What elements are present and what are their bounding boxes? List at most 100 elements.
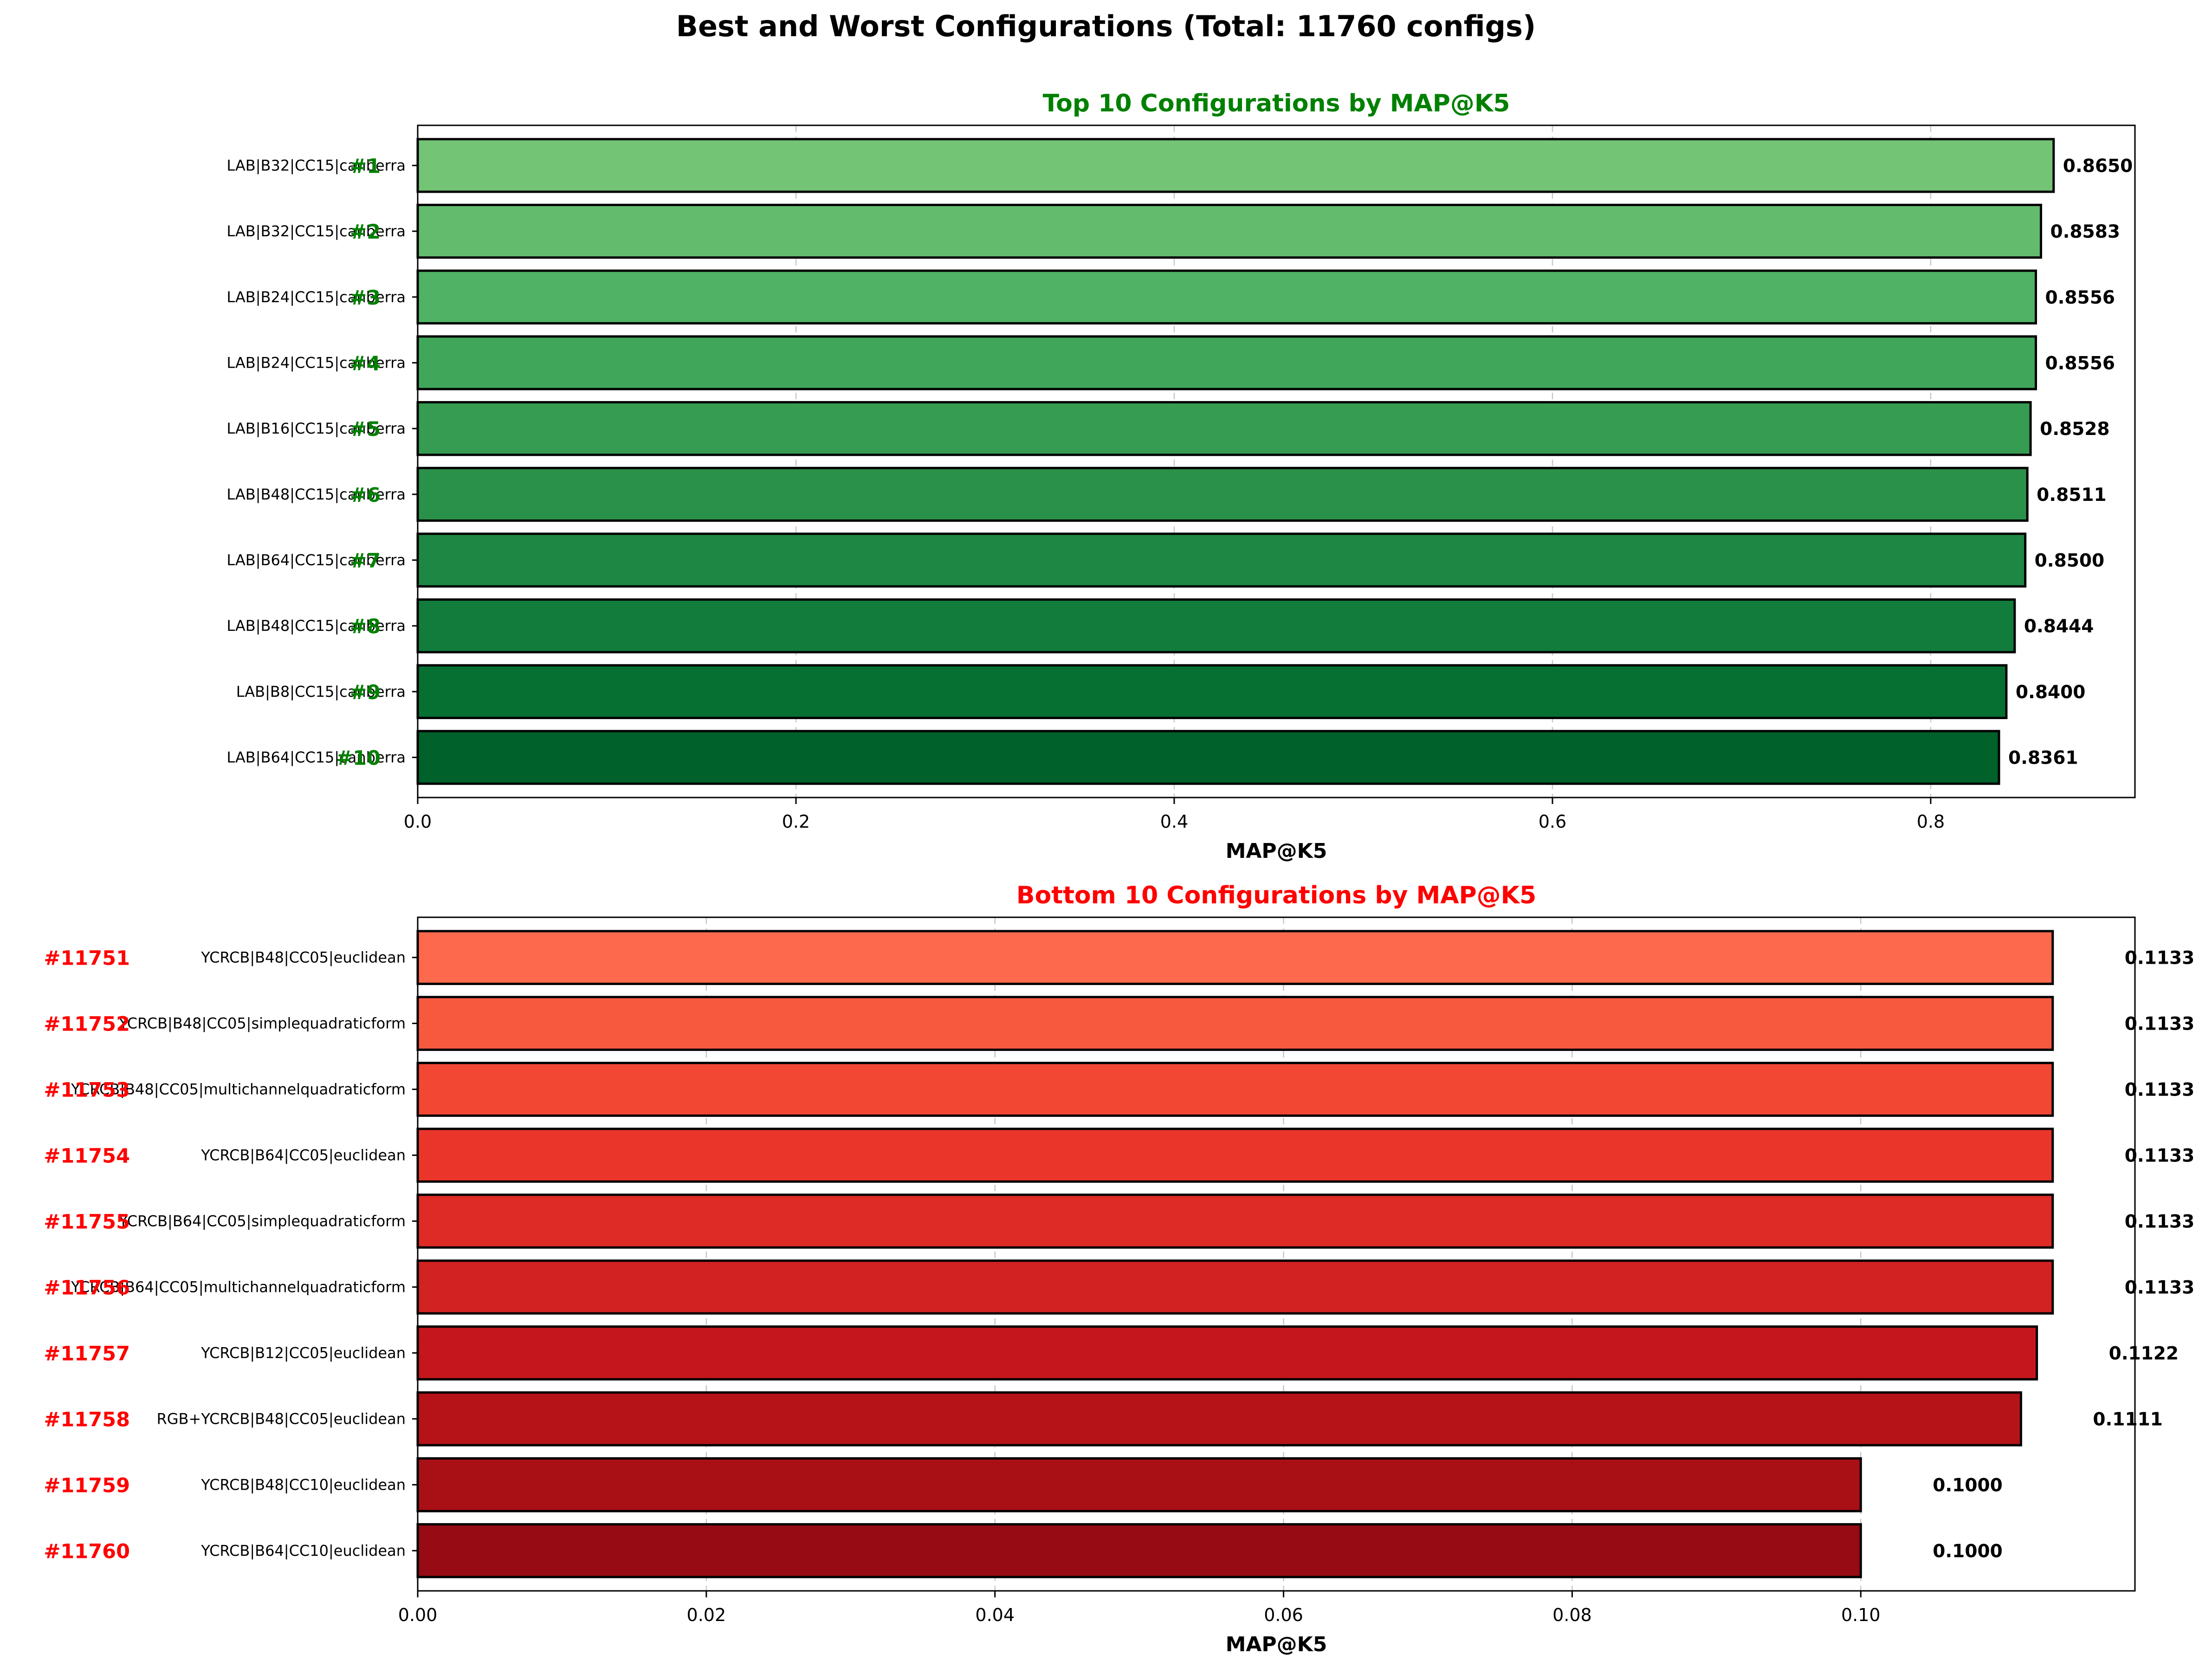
value-label: 0.1122 (2109, 1343, 2179, 1364)
bar-label: LAB|B64|CC15|canberra (226, 551, 406, 569)
rank-label: #8 (350, 615, 381, 638)
x-tick-label: 0.00 (398, 1605, 438, 1625)
rank-label: #11760 (44, 1540, 130, 1563)
bar-label: YCRCB|B48|CC05|euclidean (201, 949, 406, 966)
rank-label: #10 (336, 747, 381, 770)
bar-label: LAB|B16|CC15|canberra (226, 420, 406, 437)
bar-label: LAB|B64|CC15|canberra (226, 749, 406, 766)
bar-label: RGB+YCRCB|B48|CC05|euclidean (156, 1410, 406, 1427)
rank-label: #11755 (44, 1211, 130, 1234)
value-label: 0.1133 (2125, 1277, 2195, 1298)
rank-label: #5 (350, 418, 381, 441)
bar (416, 1391, 2022, 1446)
bar-label: YCRCB|B48|CC10|euclidean (201, 1476, 406, 1493)
value-label: 0.8528 (2040, 419, 2110, 440)
value-label: 0.1133 (2125, 1212, 2195, 1232)
x-axis-label: MAP@K5 (1226, 839, 1327, 863)
axes-frame (417, 124, 2136, 798)
bottom-bar-chart: YCRCB|B48|CC05|euclidean #11751 0.1133 YCRC… (44, 882, 2194, 1656)
rank-label: #6 (350, 484, 381, 507)
value-label: 0.8500 (2035, 551, 2105, 571)
bar (416, 335, 2037, 390)
bar-label: YCRCB|B12|CC05|euclidean (201, 1344, 406, 1362)
value-label: 0.8650 (2063, 156, 2133, 176)
value-label: 0.8556 (2045, 287, 2115, 308)
value-label: 0.8361 (2008, 748, 2078, 769)
rank-label: #11753 (44, 1079, 130, 1102)
bar (416, 1062, 2054, 1117)
rank-label: #11754 (44, 1145, 130, 1168)
rank-label: #11751 (44, 947, 130, 970)
bar (416, 1325, 2038, 1381)
bar (416, 730, 2000, 785)
rank-label: #9 (350, 681, 381, 704)
bar-label: YCRCB|B64|CC05|euclidean (201, 1147, 406, 1164)
x-tick-label: 0.10 (1841, 1605, 1881, 1625)
bar-label: LAB|B32|CC15|canberra (226, 156, 406, 174)
bar-label: YCRCB|B64|CC05|simplequadraticform (118, 1213, 406, 1230)
bar (416, 203, 2042, 259)
bar (416, 996, 2054, 1051)
value-label: 0.1133 (2125, 1014, 2195, 1035)
value-label: 0.1000 (1933, 1541, 2003, 1562)
rank-label: #11756 (44, 1276, 130, 1299)
x-tick-label: 0.02 (687, 1605, 726, 1625)
value-label: 0.8556 (2045, 353, 2115, 374)
rank-label: #1 (350, 155, 381, 178)
value-label: 0.1133 (2125, 948, 2195, 969)
bar (416, 1193, 2054, 1249)
bar (416, 1128, 2054, 1183)
rank-label: #3 (350, 286, 381, 310)
bar (416, 138, 2055, 193)
bar-label: LAB|B32|CC15|canberra (226, 222, 406, 240)
bar-label: LAB|B8|CC15|canberra (236, 683, 406, 701)
rank-label: #11759 (44, 1474, 130, 1497)
x-tick-label: 0.8 (1917, 811, 1945, 832)
bar (416, 664, 2008, 720)
bar (416, 532, 2027, 588)
x-axis-label: MAP@K5 (1226, 1633, 1327, 1656)
bar (416, 467, 2029, 522)
bar (416, 1259, 2054, 1315)
chart-title: Bottom 10 Configurations by MAP@K5 (1016, 882, 1536, 909)
axes-frame (417, 916, 2136, 1592)
bar-label: YCRCB|B64|CC10|euclidean (201, 1542, 406, 1559)
bar (416, 401, 2032, 456)
value-label: 0.8511 (2037, 485, 2107, 506)
rank-label: #7 (350, 550, 381, 573)
bar (416, 1457, 1862, 1512)
x-tick-label: 0.4 (1160, 811, 1188, 832)
value-label: 0.1133 (2125, 1146, 2195, 1167)
bar-label: LAB|B24|CC15|canberra (226, 288, 406, 306)
x-tick-label: 0.08 (1552, 1605, 1592, 1625)
value-label: 0.1000 (1933, 1475, 2003, 1496)
bar-label: YCRCB|B48|CC05|multichannelquadraticform (71, 1081, 406, 1098)
bar-label: YCRCB|B48|CC05|simplequadraticform (118, 1015, 406, 1032)
bar (416, 930, 2054, 985)
chart-title: Top 10 Configurations by MAP@K5 (1043, 90, 1510, 117)
x-tick-label: 0.04 (975, 1605, 1015, 1625)
rank-label: #4 (350, 352, 381, 375)
bar-label: LAB|B48|CC15|canberra (226, 617, 406, 635)
value-label: 0.1111 (2093, 1409, 2163, 1430)
bar (416, 1523, 1862, 1578)
rank-label: #11758 (44, 1408, 130, 1431)
value-label: 0.8444 (2024, 616, 2094, 637)
x-tick-label: 0.0 (404, 811, 432, 832)
value-label: 0.8583 (2050, 221, 2120, 242)
bar-label: LAB|B48|CC15|canberra (226, 486, 406, 503)
figure-suptitle: Best and Worst Configurations (Total: 11… (676, 9, 1536, 43)
rank-label: #11757 (44, 1342, 130, 1365)
x-tick-label: 0.06 (1264, 1605, 1303, 1625)
top-bar-chart: LAB|B32|CC15|canberra#1 0.8650LAB|B32|CC1… (226, 90, 2136, 863)
bar (416, 598, 2016, 654)
bar (416, 269, 2037, 324)
rank-label: #11752 (44, 1013, 130, 1036)
bar-label: LAB|B24|CC15|canberra (226, 354, 406, 371)
x-tick-label: 0.2 (782, 811, 810, 832)
value-label: 0.8400 (2016, 682, 2086, 703)
x-tick-label: 0.6 (1539, 811, 1566, 832)
bar-label: YCRCB|B64|CC05|multichannelquadraticform (71, 1278, 406, 1296)
value-label: 0.1133 (2125, 1080, 2195, 1101)
